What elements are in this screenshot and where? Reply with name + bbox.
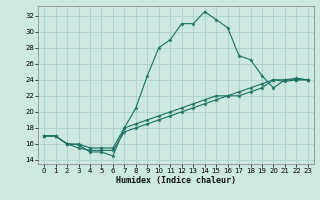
X-axis label: Humidex (Indice chaleur): Humidex (Indice chaleur) bbox=[116, 176, 236, 185]
